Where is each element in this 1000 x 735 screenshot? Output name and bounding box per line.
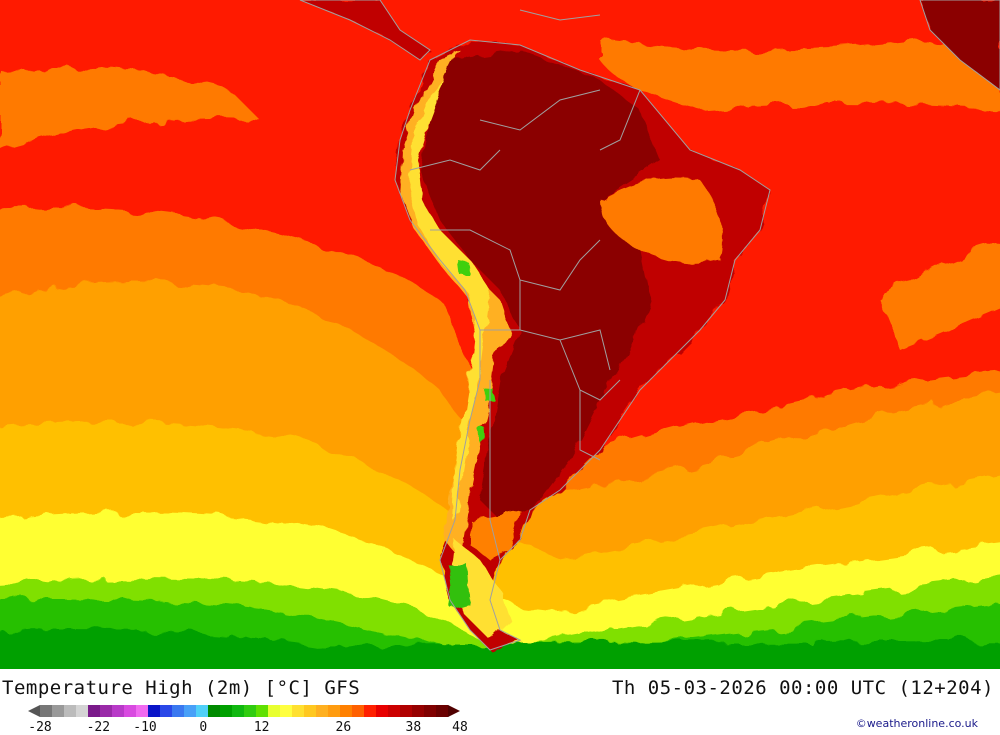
colorbar-swatch — [52, 705, 65, 717]
colorbar-swatch — [328, 705, 341, 717]
colorbar-tick-label: 48 — [452, 720, 468, 735]
colorbar-swatch — [208, 705, 221, 717]
band-warm-e — [880, 243, 1000, 350]
andes-green-3 — [478, 428, 486, 442]
colorbar-swatch — [316, 705, 329, 717]
colorbar-tick-label: 26 — [335, 720, 352, 735]
colorbar-arrow-left — [28, 705, 40, 717]
andes-cold — [408, 80, 490, 520]
country-borders — [394, 39, 771, 651]
colorbar-swatch — [376, 705, 389, 717]
south-america — [394, 39, 771, 651]
other-land-borders — [299, 0, 1000, 91]
colorbar-swatch — [172, 705, 185, 717]
map-datetime: Th 05-03-2026 00:00 UTC (12+204) — [611, 677, 994, 699]
colorbar-swatch — [244, 705, 257, 717]
colorbar-swatch — [304, 705, 317, 717]
colorbar-swatch — [436, 705, 449, 717]
colorbar-tick-label: 0 — [199, 720, 208, 735]
colorbar-swatch — [268, 705, 281, 717]
colorbar-swatch — [148, 705, 161, 717]
colorbar-swatch — [76, 705, 89, 717]
patagonia-orange — [470, 510, 520, 560]
colorbar-swatch — [256, 705, 269, 717]
colorbar-legend — [28, 705, 460, 717]
colorbar-swatch — [280, 705, 293, 717]
colorbar-swatch — [292, 705, 305, 717]
colorbar-swatch — [352, 705, 365, 717]
band-warm-nw — [0, 67, 260, 150]
colorbar-swatch — [184, 705, 197, 717]
colorbar-swatch — [412, 705, 425, 717]
band-green-dark — [0, 629, 1000, 669]
colorbar-tick-label: 38 — [405, 720, 422, 735]
colorbar-swatch — [124, 705, 137, 717]
colorbar-swatch — [400, 705, 413, 717]
colorbar-swatch — [160, 705, 173, 717]
patagonia-green — [448, 565, 470, 610]
map-footer: Temperature High (2m) [°C] GFS Th 05-03-… — [0, 669, 1000, 735]
colorbar-swatch — [64, 705, 77, 717]
colorbar-swatch — [88, 705, 101, 717]
colorbar-swatch — [388, 705, 401, 717]
band-warm-ne — [600, 40, 1000, 110]
colorbar-tick-label: 12 — [253, 720, 270, 735]
land-warm-brazil — [600, 177, 723, 264]
colorbar-swatch — [364, 705, 377, 717]
temperature-map — [0, 0, 1000, 669]
colorbar-swatch — [100, 705, 113, 717]
colorbar-tick-label: -28 — [28, 720, 52, 735]
colorbar-tick-label: -10 — [133, 720, 157, 735]
credit-text: ©weatheronline.co.uk — [855, 717, 978, 730]
colorbar-arrow-right — [448, 705, 460, 717]
colorbar-swatch — [40, 705, 53, 717]
colorbar-swatch — [136, 705, 149, 717]
colorbar-swatch — [340, 705, 353, 717]
andes-green-1 — [458, 260, 470, 275]
colorbar-tick-label: -22 — [86, 720, 111, 735]
colorbar-swatch — [220, 705, 233, 717]
colorbar-swatch — [232, 705, 245, 717]
colorbar-swatch — [196, 705, 209, 717]
map-title: Temperature High (2m) [°C] GFS — [2, 677, 361, 699]
colorbar-swatch — [424, 705, 437, 717]
colorbar-swatch — [112, 705, 125, 717]
